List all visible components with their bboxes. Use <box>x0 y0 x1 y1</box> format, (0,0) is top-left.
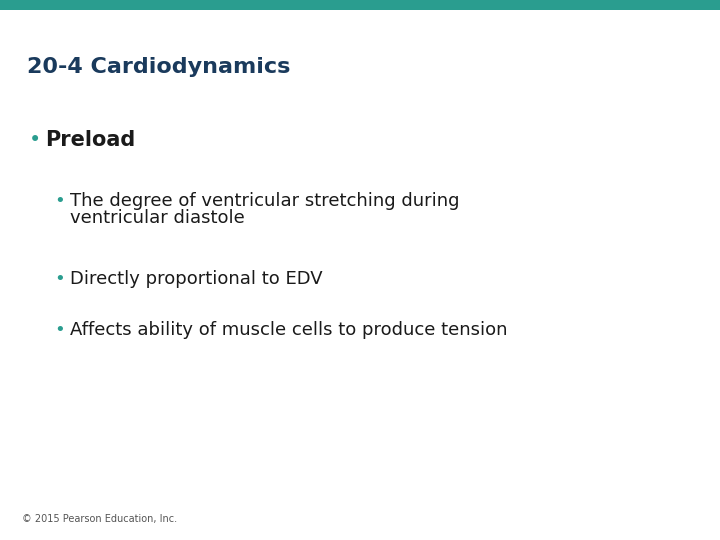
Text: Preload: Preload <box>45 130 135 150</box>
Text: Affects ability of muscle cells to produce tension: Affects ability of muscle cells to produ… <box>70 321 508 339</box>
Text: •: • <box>29 130 41 150</box>
Text: •: • <box>54 270 65 288</box>
Text: The degree of ventricular stretching during: The degree of ventricular stretching dur… <box>70 192 459 210</box>
Text: •: • <box>54 192 65 210</box>
Text: © 2015 Pearson Education, Inc.: © 2015 Pearson Education, Inc. <box>22 514 176 524</box>
Text: •: • <box>54 321 65 339</box>
Text: 20-4 Cardiodynamics: 20-4 Cardiodynamics <box>27 57 291 77</box>
Bar <box>0 0 720 10</box>
Text: Directly proportional to EDV: Directly proportional to EDV <box>70 270 323 288</box>
Text: ventricular diastole: ventricular diastole <box>70 209 245 227</box>
